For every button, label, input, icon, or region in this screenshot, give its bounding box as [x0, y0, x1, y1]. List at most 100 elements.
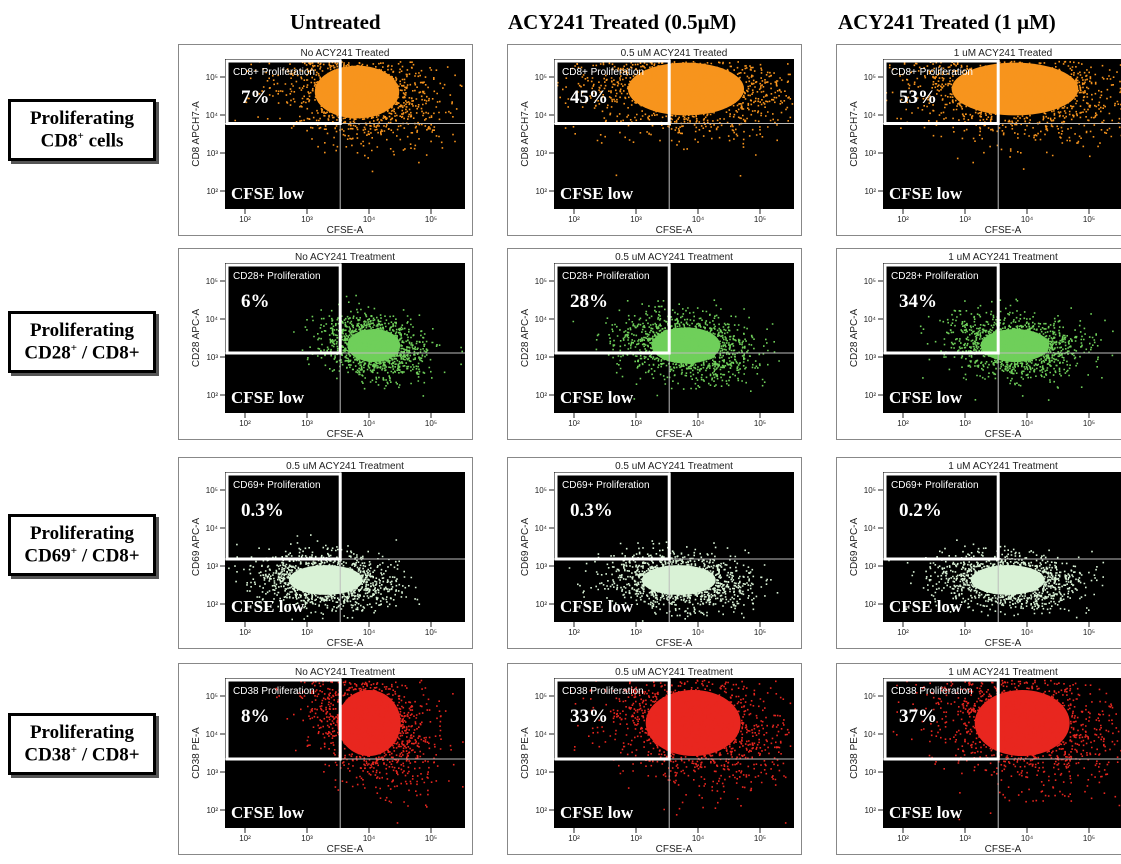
y-tick-label: 10³ [206, 768, 218, 777]
scatter-points [892, 679, 1121, 821]
row-label-line1: Proliferating [29, 320, 135, 341]
row-label-line2: CD8+ cells [13, 130, 151, 152]
flow-plot: 0.5 uM ACY241 Treatment CD38 Proliferatio… [520, 667, 794, 855]
gate-rectangle [225, 59, 342, 125]
flow-panel: No ACY241 Treatment CD28+ Proliferation 6%… [178, 248, 473, 440]
y-tick-label: 10⁵ [206, 486, 218, 495]
cfse-low-label: CFSE low [889, 184, 963, 203]
panel-title: No ACY241 Treatment [295, 252, 395, 263]
x-axis-title: CFSE-A [327, 429, 364, 440]
scatter-cloud [275, 679, 464, 824]
x-tick-label: 10³ [301, 628, 313, 637]
row-label-cd38: Proliferating CD38+ / CD8+ [8, 713, 156, 776]
y-tick-label: 10² [535, 391, 547, 400]
row-label-sup: + [70, 341, 78, 354]
y-tick-label: 10⁴ [535, 111, 548, 120]
scatter-points [572, 299, 780, 400]
y-axis-title: CD28 APC-A [520, 308, 531, 367]
gate-rectangle [225, 472, 342, 561]
row-label-main: CD38 [24, 744, 71, 766]
y-tick-label: 10⁴ [206, 315, 219, 324]
row-label-main: CD69 [24, 545, 71, 567]
percentage-value: 0.3% [570, 500, 613, 521]
gate-rectangle [554, 472, 671, 561]
row-label-line2: CD28+ / CD8+ [13, 342, 151, 364]
y-tick-label: 10⁵ [864, 692, 876, 701]
row-label-main: CD28 [24, 342, 71, 364]
gate-label: CD28+ Proliferation [233, 271, 321, 282]
x-tick-label: 10⁴ [692, 419, 705, 428]
y-axis-title: CD38 PE-A [849, 727, 860, 779]
x-tick-label: 10⁵ [425, 419, 437, 428]
x-axis-title: CFSE-A [985, 225, 1022, 236]
x-tick-label: 10⁵ [754, 215, 766, 224]
x-tick-label: 10³ [959, 628, 971, 637]
y-tick-label: 10⁴ [864, 730, 877, 739]
scatter-core [337, 690, 401, 756]
scatter-points [275, 679, 464, 824]
percentage-value: 53% [899, 87, 937, 108]
x-tick-label: 10³ [630, 419, 642, 428]
panel-title: 1 uM ACY241 Treated [954, 48, 1052, 59]
scatter-points [919, 298, 1114, 401]
y-axis-title: CD69 APC-A [849, 517, 860, 576]
y-tick-label: 10⁴ [535, 730, 548, 739]
y-tick-label: 10⁵ [535, 486, 547, 495]
y-tick-label: 10⁴ [206, 111, 219, 120]
scatter-points [556, 60, 794, 177]
y-axis-title: CD8 APCH7-A [520, 101, 531, 167]
flow-panel: No ACY241 Treated CD8+ Proliferation 7% CFS… [178, 44, 473, 236]
y-tick-label: 10³ [864, 562, 876, 571]
x-axis-title: CFSE-A [656, 429, 693, 440]
x-axis-title: CFSE-A [327, 638, 364, 649]
y-tick-label: 10⁵ [535, 692, 547, 701]
x-tick-label: 10² [239, 628, 251, 637]
x-tick-label: 10² [897, 419, 909, 428]
percentage-value: 33% [570, 706, 608, 727]
row-label-rest: / CD8+ [77, 342, 140, 364]
flow-panel: 0.5 uM ACY241 Treatment CD69+ Proliferati… [178, 457, 473, 649]
gate-label: CD69+ Proliferation [891, 480, 979, 491]
x-tick-label: 10⁵ [1083, 628, 1095, 637]
gate-label: CD28+ Proliferation [891, 271, 979, 282]
column-header-1um: ACY241 Treated (1 μM) [838, 10, 1056, 34]
cfse-low-label: CFSE low [560, 388, 634, 407]
gate-rectangle [554, 59, 671, 125]
percentage-value: 28% [570, 291, 608, 312]
x-tick-label: 10² [239, 215, 251, 224]
x-tick-label: 10⁴ [1021, 215, 1034, 224]
percentage-value: 6% [241, 291, 270, 312]
x-tick-label: 10⁴ [1021, 419, 1034, 428]
y-tick-label: 10⁵ [206, 277, 218, 286]
y-tick-label: 10² [206, 391, 218, 400]
y-tick-label: 10⁴ [206, 730, 219, 739]
x-tick-label: 10² [568, 215, 580, 224]
x-tick-label: 10⁴ [363, 419, 376, 428]
row-label-line1: Proliferating [29, 722, 135, 743]
cfse-low-label: CFSE low [560, 803, 634, 822]
scatter-points [885, 60, 1121, 170]
row-label-line2: CD38+ / CD8+ [13, 744, 151, 766]
gate-rectangle [225, 263, 342, 355]
y-tick-label: 10³ [535, 562, 547, 571]
cfse-low-label: CFSE low [560, 184, 634, 203]
cfse-low-label: CFSE low [889, 388, 963, 407]
row-label-sup: + [77, 129, 84, 142]
row-label-rest: / CD8+ [77, 545, 140, 567]
x-tick-label: 10³ [959, 419, 971, 428]
panel-title: 0.5 uM ACY241 Treatment [615, 252, 733, 263]
y-axis-title: CD28 APC-A [849, 308, 860, 367]
gate-rectangle [883, 263, 1000, 355]
row-label-cd28: Proliferating CD28+ / CD8+ [8, 311, 156, 374]
y-tick-label: 10³ [535, 768, 547, 777]
scatter-points [228, 534, 421, 621]
y-axis-title: CD38 PE-A [191, 727, 202, 779]
y-tick-label: 10⁵ [864, 73, 876, 82]
x-tick-label: 10⁴ [1021, 834, 1034, 843]
gate-label: CD38 Proliferation [233, 686, 315, 697]
y-axis-title: CD38 PE-A [520, 727, 531, 779]
gate-rectangle [554, 263, 671, 355]
x-tick-label: 10² [897, 215, 909, 224]
y-tick-label: 10⁵ [206, 692, 218, 701]
percentage-value: 34% [899, 291, 937, 312]
